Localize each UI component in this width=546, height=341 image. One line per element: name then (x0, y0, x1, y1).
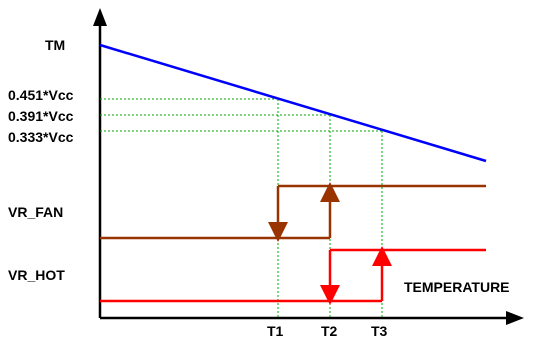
t2-tick-label: T2 (321, 323, 338, 339)
voltage-label-0451: 0.451*Vcc (8, 87, 74, 103)
temperature-axis-label: TEMPERATURE (404, 279, 510, 295)
x-axis-arrowhead (506, 311, 524, 325)
t1-tick-label: T1 (267, 323, 284, 339)
guide-lines (100, 98, 383, 318)
vr-hot-waveform (100, 246, 486, 305)
vr-fan-waveform (100, 182, 486, 242)
vr-fan-label: VR_FAN (8, 204, 63, 220)
voltage-label-0333: 0.333*Vcc (8, 129, 74, 145)
voltage-label-0391: 0.391*Vcc (8, 108, 74, 124)
axes (93, 8, 524, 325)
tm-label: TM (45, 37, 65, 53)
t3-tick-label: T3 (371, 323, 388, 339)
vr-hot-label: VR_HOT (8, 267, 65, 283)
y-axis-arrowhead (93, 8, 107, 26)
tm-curve (99, 43, 487, 163)
